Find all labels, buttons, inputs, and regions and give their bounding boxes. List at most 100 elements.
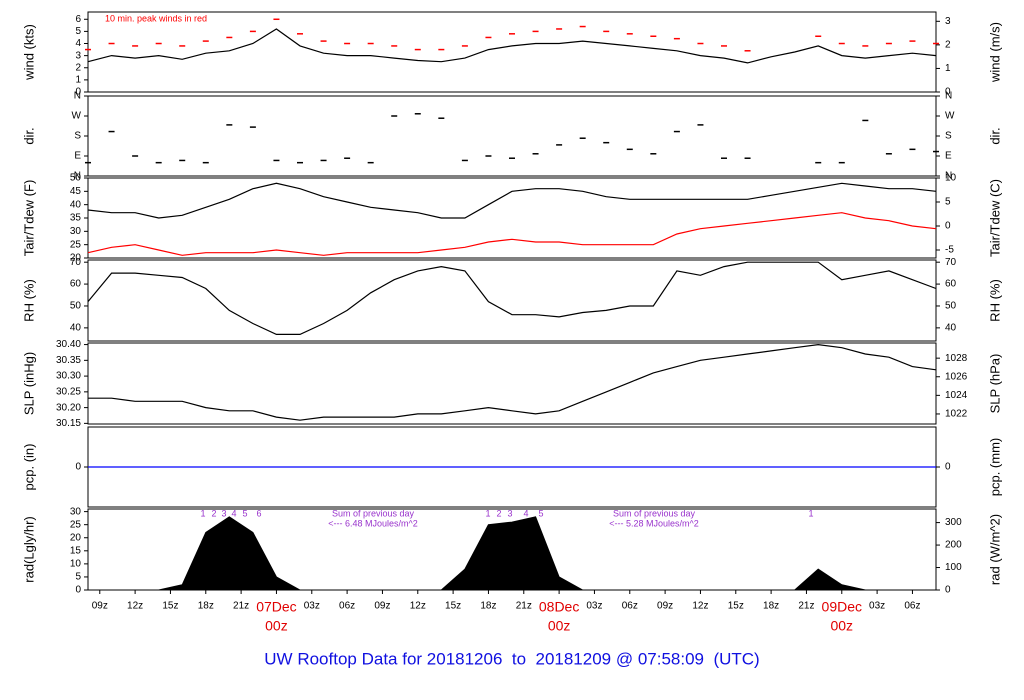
- hour-mark: 1: [200, 508, 205, 518]
- hour-mark: 5: [242, 508, 247, 518]
- x-tick-label: 12z: [127, 601, 143, 612]
- y-tick-label: 0: [75, 87, 81, 98]
- y-axis-label: Tair/Tdew (F): [21, 180, 36, 257]
- y2-tick-label: -5: [945, 245, 954, 256]
- y-tick-label: 40: [70, 323, 82, 334]
- y-tick-label: 25: [70, 519, 82, 530]
- line: [87, 28, 937, 64]
- y2-tick-label: 40: [945, 323, 957, 334]
- y2-tick-label: N: [945, 91, 952, 102]
- annotation: 10 min. peak winds in red: [105, 13, 207, 23]
- y-axis-label: rad(Lgly/hr): [21, 516, 36, 582]
- line: [87, 182, 937, 219]
- y-tick-label: 70: [70, 257, 82, 268]
- y2-tick-label: 0: [945, 221, 951, 232]
- x-tick-label: 00z: [265, 618, 288, 634]
- line: [87, 212, 937, 256]
- y-tick-label: 30.35: [56, 355, 81, 366]
- x-tick-label: 12z: [410, 601, 426, 612]
- y-tick-label: 1: [75, 75, 81, 86]
- y-tick-label: 60: [70, 279, 82, 290]
- y-tick-label: 30: [70, 226, 82, 237]
- y-tick-label: E: [74, 151, 81, 162]
- y-axis-label: RH (%): [21, 279, 36, 322]
- y-tick-label: 5: [75, 26, 81, 37]
- hour-mark: 4: [523, 508, 528, 518]
- x-tick-label: 21z: [233, 601, 249, 612]
- line: [88, 343, 937, 421]
- y-tick-label: N: [74, 171, 81, 182]
- x-day-label: 09Dec: [822, 599, 862, 615]
- x-tick-label: 06z: [339, 601, 355, 612]
- y-axis-label: SLP (inHg): [21, 352, 36, 415]
- y-tick-label: 2: [75, 62, 81, 73]
- y-tick-label: 30.30: [56, 371, 81, 382]
- hour-mark: 3: [221, 508, 226, 518]
- y2-tick-label: 300: [945, 517, 962, 528]
- y2-tick-label: 1022: [945, 409, 968, 420]
- y2-tick-label: 60: [945, 279, 957, 290]
- hour-mark: 5: [538, 508, 543, 518]
- panel-frame: [87, 11, 937, 93]
- note: Sum of previous day: [332, 508, 415, 518]
- x-tick-label: 15z: [162, 601, 178, 612]
- y2-tick-label: 1028: [945, 353, 968, 364]
- y2-axis-label: dir.: [987, 127, 1002, 144]
- y-tick-label: 20: [70, 532, 82, 543]
- y-tick-label: 30.25: [56, 386, 81, 397]
- y-tick-label: 10: [70, 559, 82, 570]
- y2-axis-label: wind (m/s): [987, 22, 1002, 83]
- y2-tick-label: 70: [945, 257, 957, 268]
- y2-tick-label: 3: [945, 16, 951, 27]
- y2-tick-label: 200: [945, 540, 962, 551]
- hour-mark: 6: [256, 508, 261, 518]
- y2-tick-label: E: [945, 151, 952, 162]
- hour-mark: 4: [231, 508, 236, 518]
- y-tick-label: 0: [75, 462, 81, 473]
- x-tick-label: 06z: [622, 601, 638, 612]
- y-tick-label: 25: [70, 239, 82, 250]
- x-tick-label: 06z: [904, 601, 920, 612]
- x-tick-label: 00z: [548, 618, 571, 634]
- y-tick-label: 0: [75, 585, 81, 596]
- panel-frame: [87, 95, 937, 177]
- page-title: UW Rooftop Data for 20181206 to 20181209…: [264, 649, 759, 668]
- x-tick-label: 03z: [869, 601, 885, 612]
- hour-mark: 2: [211, 508, 216, 518]
- y-tick-label: 4: [75, 38, 81, 49]
- hour-mark: 1: [485, 508, 490, 518]
- y-tick-label: S: [74, 131, 81, 142]
- x-tick-label: 03z: [586, 601, 602, 612]
- y2-axis-label: SLP (hPa): [987, 354, 1002, 414]
- panel-frame: [87, 342, 937, 425]
- y2-tick-label: 100: [945, 562, 962, 573]
- x-tick-label: 18z: [480, 601, 496, 612]
- y2-tick-label: 5: [945, 197, 951, 208]
- y-tick-label: N: [74, 91, 81, 102]
- y-tick-label: 50: [70, 173, 82, 184]
- y2-tick-label: 10: [945, 173, 957, 184]
- x-tick-label: 18z: [198, 601, 214, 612]
- y-tick-label: 50: [70, 301, 82, 312]
- x-tick-label: 21z: [516, 601, 532, 612]
- y2-tick-label: 50: [945, 301, 957, 312]
- y2-axis-label: RH (%): [987, 279, 1002, 322]
- x-tick-label: 12z: [692, 601, 708, 612]
- y2-tick-label: 0: [945, 585, 951, 596]
- y-tick-label: 3: [75, 50, 81, 61]
- x-tick-label: 03z: [304, 601, 320, 612]
- y2-axis-label: rad (W/m^2): [987, 514, 1002, 585]
- note: <--- 6.48 MJoules/m^2: [328, 518, 418, 528]
- y-axis-label: pcp. (in): [21, 444, 36, 491]
- x-day-label: 08Dec: [539, 599, 579, 615]
- y-tick-label: 30.20: [56, 402, 81, 413]
- x-tick-label: 15z: [445, 601, 461, 612]
- x-day-label: 07Dec: [256, 599, 296, 615]
- y2-axis-label: Tair/Tdew (C): [987, 179, 1002, 257]
- line: [87, 261, 937, 335]
- y2-axis-label: pcp. (mm): [987, 438, 1002, 497]
- note: <--- 5.28 MJoules/m^2: [609, 518, 699, 528]
- y-axis-label: dir.: [21, 127, 36, 144]
- panel-frame: [87, 259, 937, 342]
